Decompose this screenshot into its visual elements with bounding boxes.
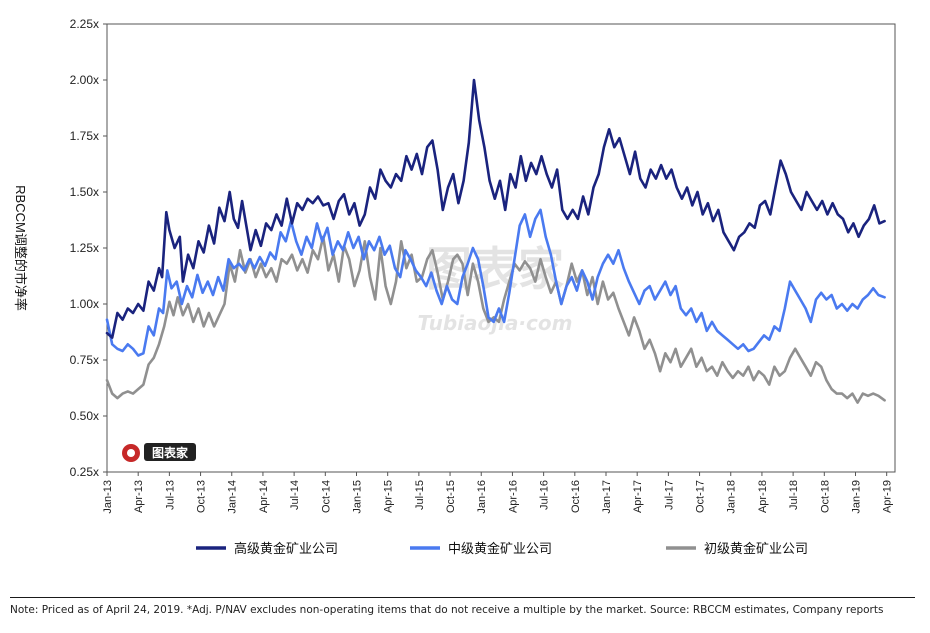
legend: 高级黄金矿业公司 中级黄金矿业公司 初级黄金矿业公司 [196,541,808,556]
y-tick-label: 1.00x [70,297,99,311]
series-line-3 [105,235,886,404]
logo-badge [144,443,196,461]
x-axis: Jan-13 Apr-13 Jul-13 Oct-13 Jan-14 Apr-14 Jul-… [102,472,894,514]
y-tick-label: 1.50x [70,185,99,199]
x-tick-label: Oct-15 [445,480,457,513]
watermark-sub: Tubiaojia·com [418,311,573,335]
x-tick-label: Apr-13 [133,480,145,513]
y-tick-label: 2.00x [70,73,99,87]
x-tick-label: Jul-14 [289,480,301,510]
y-tick-label: 0.50x [70,409,99,423]
x-tick-label: Jan-14 [227,480,239,514]
x-tick-label: Apr-16 [507,480,519,513]
y-tick-label: 2.25x [70,17,99,31]
x-tick-label: Jul-15 [414,480,426,510]
x-tick-label: Apr-14 [258,480,270,513]
x-tick-label: Jul-16 [539,480,551,510]
x-tick-label: Oct-18 [819,480,831,513]
y-tick-label: 1.25x [70,241,99,255]
x-tick-label: Jan-16 [476,480,488,514]
x-tick-label: Oct-16 [570,480,582,513]
series-line-2 [105,208,886,357]
x-tick-label: Jul-18 [788,480,800,510]
watermark-main: 图表家 [426,242,564,296]
x-tick-label: Jan-19 [850,480,862,514]
x-tick-label: Apr-19 [882,480,894,513]
x-tick-label: Apr-15 [383,480,395,513]
footnote: Note: Priced as of April 24, 2019. *Adj.… [10,604,884,616]
x-tick-label: Jan-15 [351,480,363,514]
y-tick-label: 0.75x [70,353,99,367]
x-tick-label: Jan-17 [601,480,613,514]
y-axis-label: RBCCM调整的市净率 [13,185,28,311]
series-line-1 [105,78,886,339]
logo: 图表家 [122,443,196,462]
x-tick-label: Oct-14 [320,480,332,513]
x-tick-label: Oct-17 [695,480,707,513]
x-tick-label: Apr-18 [757,480,769,513]
x-tick-label: Oct-13 [196,480,208,513]
x-tick-label: Jan-18 [726,480,738,514]
note-divider [10,597,915,598]
watermark: 图表家 Tubiaojia·com [418,242,573,335]
series-lines [105,78,886,404]
x-tick-label: Apr-17 [632,480,644,513]
legend-label: 初级黄金矿业公司 [704,541,808,556]
x-tick-label: Jul-13 [164,480,176,510]
y-tick-label: 1.75x [70,129,99,143]
x-tick-label: Jan-13 [102,480,114,514]
legend-label: 高级黄金矿业公司 [234,541,338,556]
y-tick-label: 0.25x [70,465,99,479]
y-axis: 0.25x 0.50x 0.75x 1.00x 1.25x 1.50x 1.75x 2.00x… [70,17,107,479]
legend-label: 中级黄金矿业公司 [448,541,552,556]
logo-text: 图表家 [152,445,189,460]
logo-icon-inner [127,449,135,457]
x-tick-label: Jul-17 [663,480,675,510]
